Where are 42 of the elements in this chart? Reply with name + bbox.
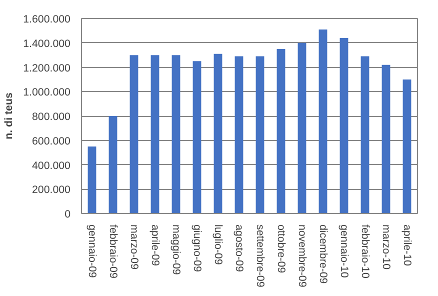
bar: [276, 48, 286, 214]
bar: [192, 61, 202, 214]
y-tick-label: 800.000: [32, 111, 71, 123]
y-axis-title: n. di teus: [3, 92, 16, 140]
y-tick-label: 600.000: [32, 135, 71, 148]
y-tick-label: 1.000.000: [23, 86, 71, 99]
x-tick-label: maggio-09: [170, 224, 182, 275]
x-tick-label: ottobre-09: [275, 224, 287, 274]
bar: [382, 64, 390, 214]
bar: [214, 54, 222, 214]
bar: [402, 79, 412, 214]
y-tick-label: 1.200.000: [23, 62, 71, 74]
x-tick-label: settembre-09: [254, 224, 266, 288]
x-tick-label: gennaio-10: [338, 224, 350, 278]
bar: [130, 55, 138, 214]
x-tick-label: luglio-09: [212, 224, 224, 265]
bar: [150, 55, 160, 214]
x-tick-label: novembre-09: [296, 224, 308, 288]
y-tick-label: 0: [64, 208, 71, 220]
x-tick-label: marzo-09: [128, 224, 140, 270]
bar: [234, 56, 244, 214]
y-tick-label: 200.000: [32, 184, 71, 196]
x-tick-label: dicembre-09: [317, 224, 329, 284]
x-tick-label: giugno-09: [191, 224, 203, 272]
x-tick-label: gennaio-09: [86, 224, 98, 278]
x-tick-label: aprile-09: [149, 224, 161, 266]
bar: [298, 42, 306, 214]
y-tick-label: 1.600.000: [23, 14, 71, 26]
y-tick-label: 1.400.000: [23, 38, 71, 50]
x-tick-label: agosto-09: [233, 224, 245, 272]
y-tick-label: 400.000: [32, 160, 71, 172]
bar: [318, 29, 328, 214]
bar: [360, 56, 370, 214]
bar: [108, 116, 118, 214]
x-tick-label: febbraio-09: [107, 224, 119, 278]
bar: [340, 38, 348, 214]
bar: [172, 55, 180, 214]
x-tick-label: aprile-10: [401, 224, 413, 266]
bar: [88, 146, 96, 214]
bar: [256, 56, 264, 214]
x-tick-label: febbraio-10: [359, 224, 371, 278]
x-tick-label: marzo-10: [380, 224, 392, 270]
